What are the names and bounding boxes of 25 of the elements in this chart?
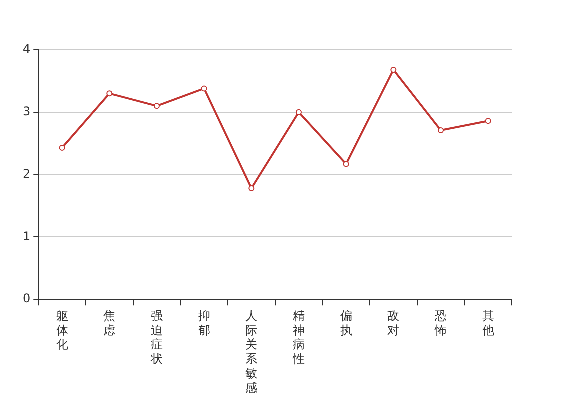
point [106,90,113,97]
point [485,118,492,124]
x-tick-label: 恐怖 [434,308,447,338]
y-tick-label: 1 [22,229,31,244]
x-tick-label: 焦虑 [104,308,116,338]
point [296,109,302,116]
point [343,161,350,168]
point [390,66,397,73]
y-tick-label: 3 [22,104,31,119]
x-tick-label: 抑郁 [198,308,210,338]
x-tick-label: 其他 [482,308,494,338]
x-tick-label: 偏执 [340,308,352,338]
point [248,186,255,192]
y-tick-label: 0 [22,292,31,306]
point [438,127,444,134]
y-tick-label: 4 [22,42,31,56]
x-tick-label: 敌对 [388,308,400,338]
point [201,86,208,92]
point [154,103,160,110]
x-tick-label: 人际关系敏感 [246,308,258,395]
x-tick-label: 躯体化 [56,308,68,352]
x-tick-label: 精神病性 [292,308,305,366]
y-tick-label: 2 [22,166,31,181]
x-tick-label: 强迫症状 [150,308,163,366]
point [59,144,66,151]
